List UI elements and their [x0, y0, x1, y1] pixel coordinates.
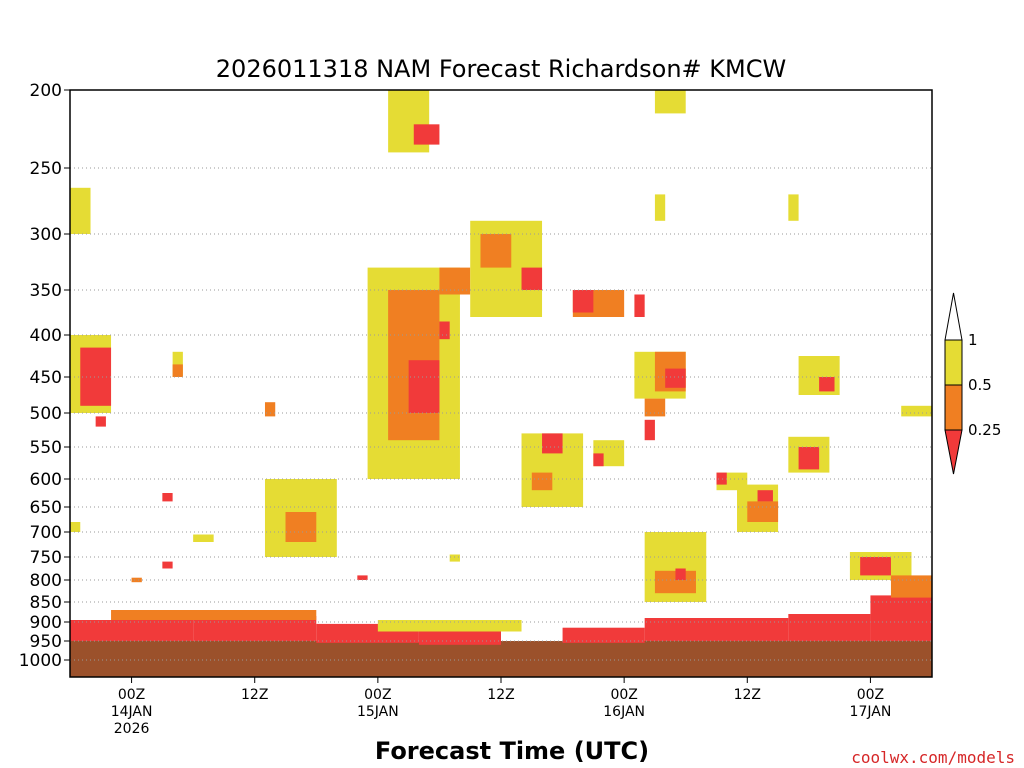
x-tick-label-0-2: 2026	[114, 721, 150, 737]
x-tick-label-3-0: 12Z	[487, 687, 514, 703]
region-lt025-27	[542, 433, 563, 454]
region-lt025-45	[675, 568, 686, 580]
colorbar-swatch-025-05	[944, 384, 963, 431]
x-tick-label-4-1: 16JAN	[603, 704, 645, 720]
region-lt025-39	[757, 490, 773, 502]
region-lt025-58	[716, 472, 727, 485]
x-tick-label-4-0: 00Z	[610, 687, 637, 703]
region-lt025-1	[70, 620, 194, 641]
credit-text: coolwx.com/models	[851, 748, 1015, 767]
region-lt025-5	[562, 627, 645, 643]
region-lt025-22	[521, 267, 543, 290]
y-tick-label-500: 500	[30, 404, 62, 424]
region-lt025-12	[413, 124, 440, 145]
colorbar-top-triangle	[944, 292, 963, 341]
y-tick-label-850: 850	[30, 593, 62, 613]
region-r025_05-48	[264, 402, 276, 417]
y-tick-label-250: 250	[30, 159, 62, 179]
region-lt025-14	[80, 347, 112, 406]
region-r025_05-38	[747, 501, 779, 522]
y-tick-label-450: 450	[30, 368, 62, 388]
colorbar-label-0: 1	[968, 331, 978, 349]
y-tick-label-300: 300	[30, 225, 62, 245]
region-r025_05-42	[890, 575, 932, 598]
y-tick-label-800: 800	[30, 571, 62, 591]
region-r025_05-47	[172, 364, 183, 377]
region-lt025-30	[665, 368, 686, 388]
colorbar-swatch-05-1	[944, 339, 963, 386]
y-tick-label-350: 350	[30, 281, 62, 301]
x-tick-label-0-1: 14JAN	[111, 704, 153, 720]
y-tick-label-400: 400	[30, 326, 62, 346]
chart-title: 2026011318 NAM Forecast Richardson# KMCW	[216, 55, 786, 83]
region-lt025-41	[860, 557, 891, 576]
colorbar-bottom-triangle	[944, 429, 963, 475]
x-tick-label-2-0: 00Z	[364, 687, 391, 703]
region-r025_05-53	[644, 398, 666, 417]
colorbar: 1 0.5 0.25	[944, 292, 1001, 475]
y-tick-label-700: 700	[30, 523, 62, 543]
y-tick-label-650: 650	[30, 498, 62, 518]
y-tick-label-200: 200	[30, 81, 62, 101]
region-r05_1-49	[654, 90, 686, 114]
y-tick-label-1000: 1000	[19, 651, 62, 671]
x-axis-label: Forecast Time (UTC)	[375, 737, 649, 765]
colorbar-label-1: 0.5	[968, 376, 992, 394]
region-lt025-56	[593, 453, 604, 467]
x-tick-label-0-0: 00Z	[118, 687, 145, 703]
region-lt025-4	[418, 631, 501, 645]
region-r025_05-26	[531, 472, 553, 491]
region-lt025-60	[439, 321, 450, 340]
region-r025_05-21	[480, 234, 512, 268]
region-r05_1-50	[654, 194, 666, 221]
region-lt025-18	[408, 360, 440, 413]
x-tick-label-6-0: 00Z	[857, 687, 884, 703]
region-lt025-7	[788, 614, 871, 641]
colorbar-label-2: 0.25	[968, 421, 1001, 439]
region-r025_05-67	[131, 577, 142, 583]
region-lt025-54	[644, 419, 655, 441]
region-r025_05-9	[111, 610, 317, 620]
region-ground-0	[70, 641, 932, 677]
x-tick-label-6-1: 17JAN	[850, 704, 892, 720]
region-lt025-6	[644, 618, 789, 641]
region-lt025-8	[870, 595, 932, 641]
region-lt025-2	[193, 616, 317, 641]
region-lt025-34	[798, 447, 820, 470]
y-tick-label-600: 600	[30, 470, 62, 490]
region-lt025-32	[819, 377, 835, 392]
region-r05_1-64	[70, 522, 81, 532]
region-lt025-24	[572, 290, 594, 313]
x-tick-label-2-1: 15JAN	[357, 704, 399, 720]
x-tick-label-5-0: 12Z	[734, 687, 761, 703]
y-tick-label-750: 750	[30, 548, 62, 568]
y-tick-label-550: 550	[30, 438, 62, 458]
region-r05_1-52	[901, 405, 932, 417]
region-r05_1-66	[449, 554, 460, 562]
x-tick-label-1-0: 12Z	[241, 687, 268, 703]
region-r05_1-10	[377, 620, 522, 632]
y-axis-ticks: 200 250 300 350 400 450 500 550 600 650 700 750 8008…	[19, 81, 70, 671]
region-lt025-59	[634, 294, 645, 317]
region-r025_05-36	[285, 512, 317, 542]
region-r05_1-65	[193, 534, 214, 542]
region-r05_1-51	[788, 194, 799, 221]
region-lt025-62	[162, 493, 173, 502]
region-lt025-61	[95, 416, 106, 427]
region-lt025-63	[162, 561, 173, 569]
region-lt025-68	[357, 575, 368, 580]
y-tick-label-900: 900	[30, 613, 62, 633]
y-tick-label-950: 950	[30, 632, 62, 652]
region-r05_1-15	[70, 187, 91, 234]
plot-regions	[70, 90, 932, 677]
